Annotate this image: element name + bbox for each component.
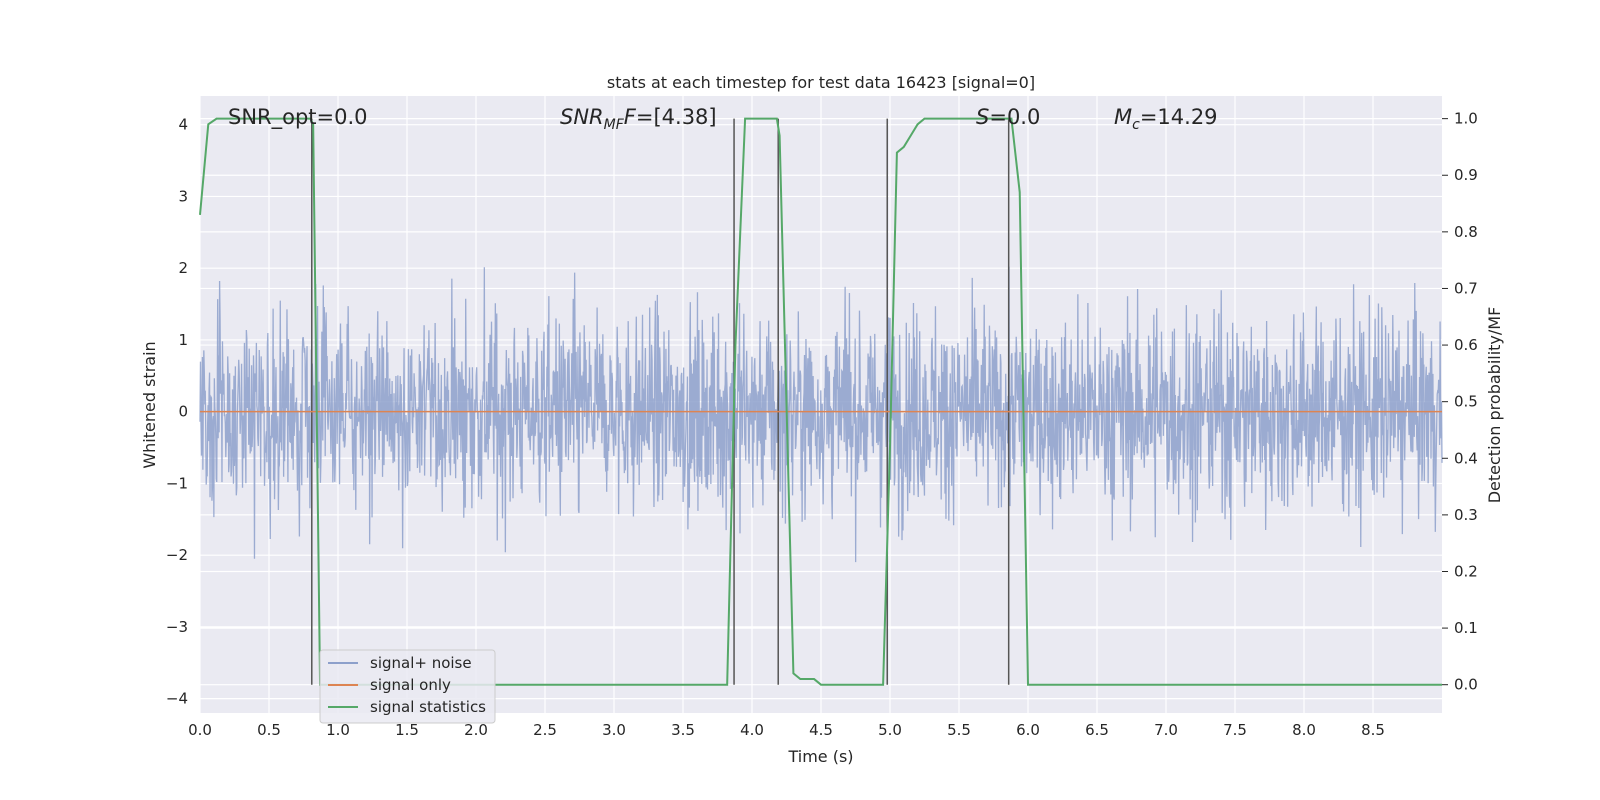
right-y-tick-label: 0.0	[1454, 676, 1478, 694]
vertical-markers	[311, 118, 1010, 685]
annotation-s-value: =0.0	[989, 105, 1040, 129]
x-tick-label: 3.5	[671, 721, 695, 739]
y-tick-label: 4	[178, 116, 188, 134]
y-tick-label: 0	[178, 403, 188, 421]
y-axis-label: Whitened strain	[140, 341, 159, 468]
legend-label-signal-statistics: signal statistics	[370, 698, 486, 716]
annotation-snr-opt: SNR_opt=0.0	[228, 105, 368, 130]
right-y-axis-label: Detection probability/MF	[1485, 307, 1504, 504]
legend-label-signal-only: signal only	[370, 676, 451, 694]
chart-title: stats at each timestep for test data 164…	[607, 73, 1035, 92]
legend: signal+ noise signal only signal statist…	[319, 649, 496, 724]
annotation-mc-main: M	[1114, 105, 1132, 129]
x-tick-label: 7.0	[1154, 721, 1178, 739]
annotation-snr-mf-sub: MF	[604, 117, 625, 133]
annotation-mc-sub: c	[1132, 117, 1140, 133]
y-tick-label: −4	[166, 690, 188, 708]
annotation-mc: Mc=14.29	[1114, 105, 1218, 133]
annotation-snr-mf-value: =[4.38]	[636, 105, 717, 129]
x-tick-label: 8.5	[1361, 721, 1385, 739]
x-tick-label: 0.0	[188, 721, 212, 739]
y-tick-label: −1	[166, 474, 188, 492]
x-tick-label: 4.5	[809, 721, 833, 739]
annotation-s: S=0.0	[976, 105, 1040, 129]
x-tick-label: 2.5	[533, 721, 557, 739]
signal-statistics-line	[199, 117, 1442, 686]
y-tick-label: −2	[166, 546, 188, 564]
x-tick-label: 6.5	[1085, 721, 1109, 739]
y-tick-label: 1	[178, 331, 188, 349]
x-tick-label: 3.0	[602, 721, 626, 739]
x-tick-label: 0.5	[257, 721, 281, 739]
legend-box	[319, 649, 496, 724]
x-tick-label: 5.0	[878, 721, 902, 739]
y-tick-labels: 4 3 2 1 0 −1 −2 −3 −4	[166, 116, 188, 708]
right-y-tick-label: 0.4	[1454, 449, 1478, 467]
signal-statistics-series	[199, 117, 1442, 686]
x-tick-label: 6.0	[1016, 721, 1040, 739]
x-tick-label: 1.5	[395, 721, 419, 739]
y-tick-label: −3	[166, 618, 188, 636]
right-y-tick-labels: 1.0 0.9 0.8 0.7 0.6 0.5 0.4 0.3 0.2 0.1 0.0	[1442, 110, 1478, 694]
y-tick-label: 3	[178, 187, 188, 205]
x-tick-label: 1.0	[326, 721, 350, 739]
x-axis-label: Time (s)	[787, 747, 853, 766]
right-y-tick-label: 0.1	[1454, 619, 1478, 637]
annotation-snr-mf-f: F	[624, 105, 637, 129]
right-y-tick-label: 1.0	[1454, 110, 1478, 128]
right-y-tick-label: 0.7	[1454, 279, 1478, 297]
right-y-tick-label: 0.6	[1454, 336, 1478, 354]
y-tick-label: 2	[178, 259, 188, 277]
x-tick-labels: 0.0 0.5 1.0 1.5 2.0 2.5 3.0 3.5 4.0 4.5 5.0 5.5 6.0 6…	[188, 721, 1385, 739]
right-y-tick-label: 0.9	[1454, 166, 1478, 184]
annotation-snr-mf-main: SNR	[560, 105, 604, 129]
annotation-snr-mf: SNRMFF=[4.38]	[560, 105, 717, 133]
annotation-mc-value: =14.29	[1140, 105, 1218, 129]
right-y-tick-label: 0.3	[1454, 506, 1478, 524]
legend-label-signal-noise: signal+ noise	[370, 654, 472, 672]
annotation-s-main: S	[976, 105, 989, 129]
right-y-tick-label: 0.2	[1454, 562, 1478, 580]
x-tick-label: 7.5	[1223, 721, 1247, 739]
right-y-tick-label: 0.5	[1454, 393, 1478, 411]
x-tick-label: 5.5	[947, 721, 971, 739]
x-tick-label: 2.0	[464, 721, 488, 739]
x-tick-label: 4.0	[740, 721, 764, 739]
x-tick-label: 8.0	[1292, 721, 1316, 739]
right-y-tick-label: 0.8	[1454, 223, 1478, 241]
